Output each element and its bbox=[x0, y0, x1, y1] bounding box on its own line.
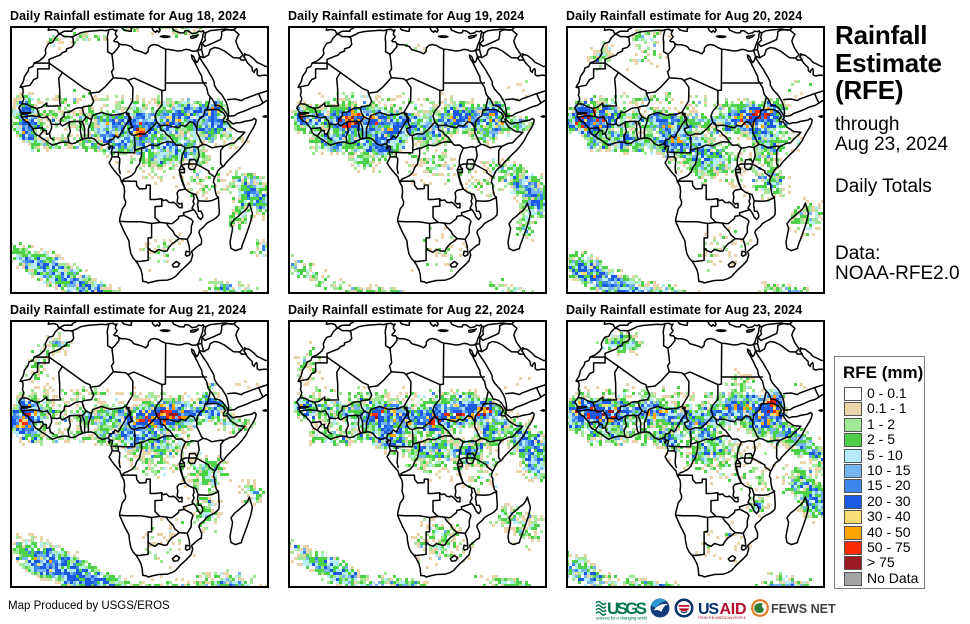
svg-text:USGS: USGS bbox=[607, 599, 647, 618]
svg-text:AID: AID bbox=[720, 601, 747, 618]
svg-text:US: US bbox=[698, 601, 719, 618]
svg-text:FROM THE AMERICAN PEOPLE: FROM THE AMERICAN PEOPLE bbox=[698, 616, 747, 620]
svg-text:FEWS NET: FEWS NET bbox=[771, 602, 836, 616]
svg-text:science for a changing world: science for a changing world bbox=[596, 616, 648, 621]
